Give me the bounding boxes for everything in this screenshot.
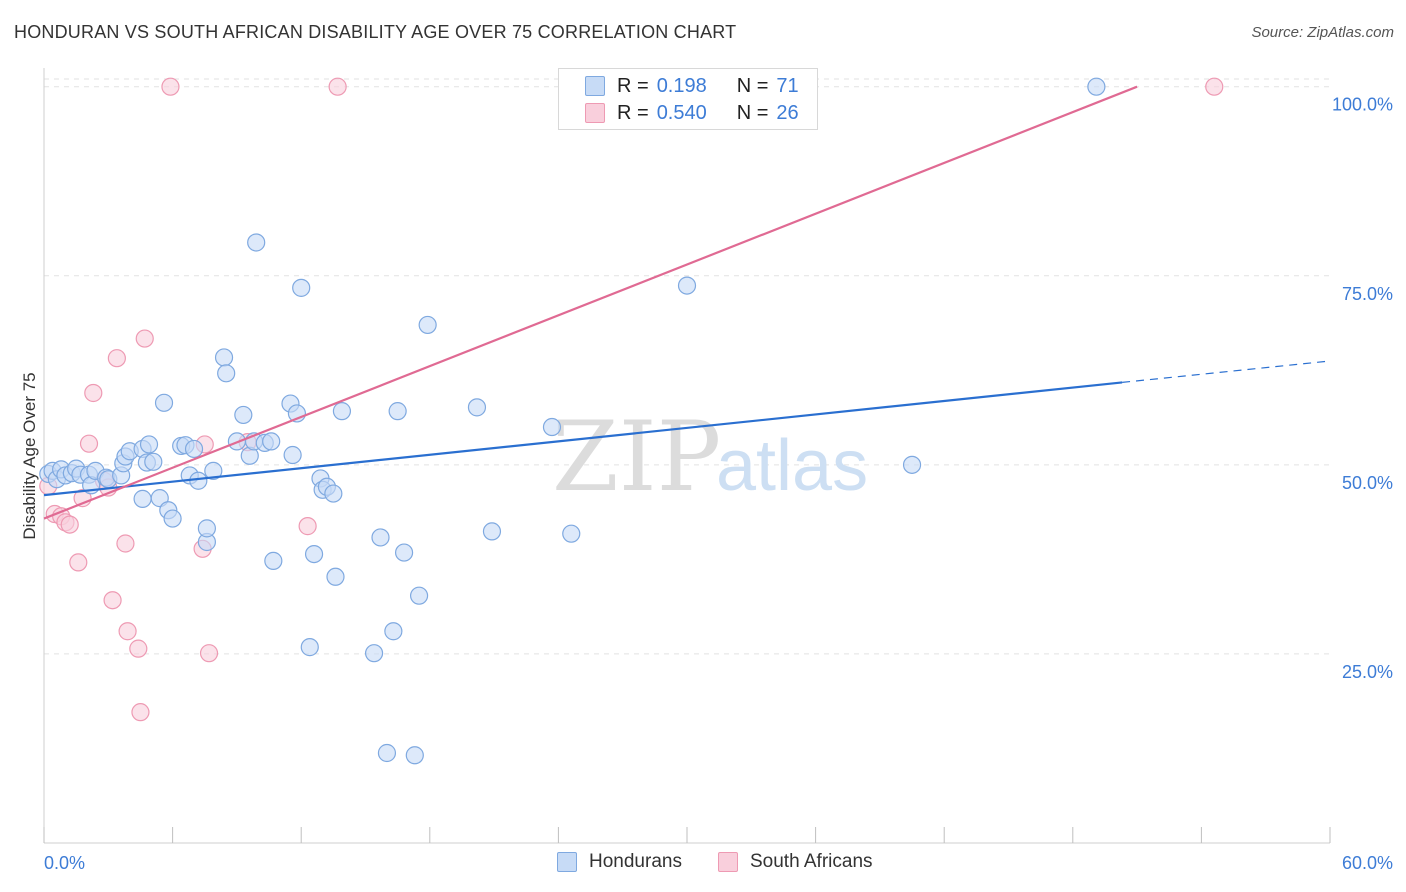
- legend-r-label: R =: [617, 74, 649, 97]
- hondurans-trend-line-extension: [1122, 360, 1328, 384]
- hondurans-points: [39, 77, 1106, 765]
- bottom-legend-swatch-hondurans: [557, 852, 577, 872]
- watermark-zip: ZIP: [552, 401, 721, 513]
- honduran-point: [304, 544, 324, 564]
- honduran-point: [144, 452, 163, 471]
- legend-n-label: N =: [736, 101, 769, 124]
- watermark-atlas: atlas: [716, 426, 868, 506]
- honduran-point: [677, 276, 697, 295]
- legend-r-label: R =: [617, 101, 649, 124]
- honduran-point: [377, 743, 397, 763]
- honduran-point: [262, 432, 281, 451]
- honduran-point: [204, 461, 223, 480]
- south-african-point: [69, 553, 88, 572]
- honduran-point: [217, 364, 236, 383]
- south-african-point: [131, 703, 150, 722]
- honduran-point: [562, 524, 581, 543]
- honduran-point: [1087, 77, 1106, 96]
- bottom-legend-label-hondurans: Hondurans: [589, 851, 682, 872]
- honduran-point: [189, 471, 208, 490]
- trend-lines: [43, 85, 1328, 520]
- honduran-point: [163, 509, 182, 528]
- legend-row-hondurans: R = 0.198 N = 71: [585, 73, 799, 99]
- legend-row-south-africans: R = 0.540 N = 26: [585, 100, 799, 126]
- hondurans-trend-line: [43, 381, 1123, 497]
- honduran-point: [332, 402, 352, 421]
- bottom-legend-label-south-africans: South Africans: [750, 851, 873, 872]
- honduran-point: [300, 638, 319, 657]
- bottom-legend-south-africans[interactable]: South Africans: [718, 851, 873, 873]
- y-axis-title: Disability Age Over 75: [20, 372, 39, 539]
- honduran-point: [264, 551, 283, 570]
- south-african-point: [60, 515, 79, 534]
- honduran-point: [388, 402, 407, 421]
- legend-n-label: N =: [736, 74, 769, 97]
- south-african-point: [116, 534, 135, 553]
- honduran-point: [283, 445, 302, 465]
- x-tick-label: 60.0%: [1342, 853, 1393, 873]
- legend-r-value: 0.198: [656, 74, 707, 97]
- chart-title: HONDURAN VS SOUTH AFRICAN DISABILITY AGE…: [14, 22, 737, 42]
- grid-lines: [44, 78, 1330, 655]
- honduran-point: [247, 233, 266, 252]
- honduran-point: [482, 522, 502, 541]
- honduran-point: [394, 543, 414, 562]
- honduran-point: [364, 644, 384, 663]
- honduran-point: [324, 484, 343, 503]
- y-tick-label: 50.0%: [1342, 473, 1393, 493]
- south-africans-points: [39, 77, 1224, 722]
- legend-n-value: 26: [776, 101, 799, 124]
- honduran-point: [234, 405, 253, 425]
- honduran-point: [467, 398, 487, 417]
- south-african-point: [107, 349, 126, 368]
- honduran-point: [133, 489, 152, 508]
- source-note: Source: ZipAtlas.com: [1251, 24, 1394, 41]
- y-tick-label: 100.0%: [1332, 95, 1393, 115]
- south-african-point: [328, 77, 347, 96]
- legend-swatch-south-africans: [585, 103, 605, 123]
- correlation-legend: R = 0.198 N = 71 R = 0.540 N = 26: [558, 68, 818, 130]
- south-african-point: [1205, 77, 1224, 96]
- legend-swatch-hondurans: [585, 76, 605, 96]
- honduran-point: [371, 528, 390, 547]
- honduran-point: [326, 567, 345, 586]
- axes: [43, 68, 1331, 844]
- south-african-point: [298, 517, 317, 536]
- honduran-point: [197, 519, 216, 538]
- south-africans-trend-line: [43, 85, 1138, 520]
- honduran-point: [154, 393, 174, 412]
- honduran-point: [184, 439, 204, 459]
- honduran-point: [405, 746, 424, 765]
- honduran-point: [139, 435, 159, 454]
- south-african-point: [161, 77, 180, 96]
- legend-r-value: 0.540: [656, 101, 707, 124]
- honduran-point: [384, 622, 403, 641]
- bottom-legend-hondurans[interactable]: Hondurans: [557, 851, 682, 873]
- watermark: ZIP atlas: [552, 401, 868, 513]
- honduran-point: [418, 315, 437, 335]
- south-african-point: [135, 329, 154, 348]
- south-african-point: [79, 434, 99, 453]
- honduran-point: [214, 348, 234, 367]
- south-african-point: [103, 591, 122, 610]
- south-african-point: [118, 622, 137, 641]
- bottom-legend-swatch-south-africans: [718, 852, 738, 872]
- south-african-point: [129, 639, 148, 658]
- honduran-point: [292, 278, 311, 297]
- south-african-point: [199, 644, 219, 663]
- honduran-point: [542, 417, 562, 437]
- y-tick-label: 25.0%: [1342, 662, 1393, 682]
- tick-labels: 25.0% 50.0% 75.0% 100.0% 0.0% 60.0%: [44, 95, 1393, 873]
- x-tick-label: 0.0%: [44, 853, 85, 873]
- y-tick-label: 75.0%: [1342, 284, 1393, 304]
- honduran-point: [902, 455, 922, 474]
- honduran-point: [409, 586, 429, 605]
- legend-n-value: 71: [776, 74, 799, 97]
- south-african-point: [84, 383, 103, 403]
